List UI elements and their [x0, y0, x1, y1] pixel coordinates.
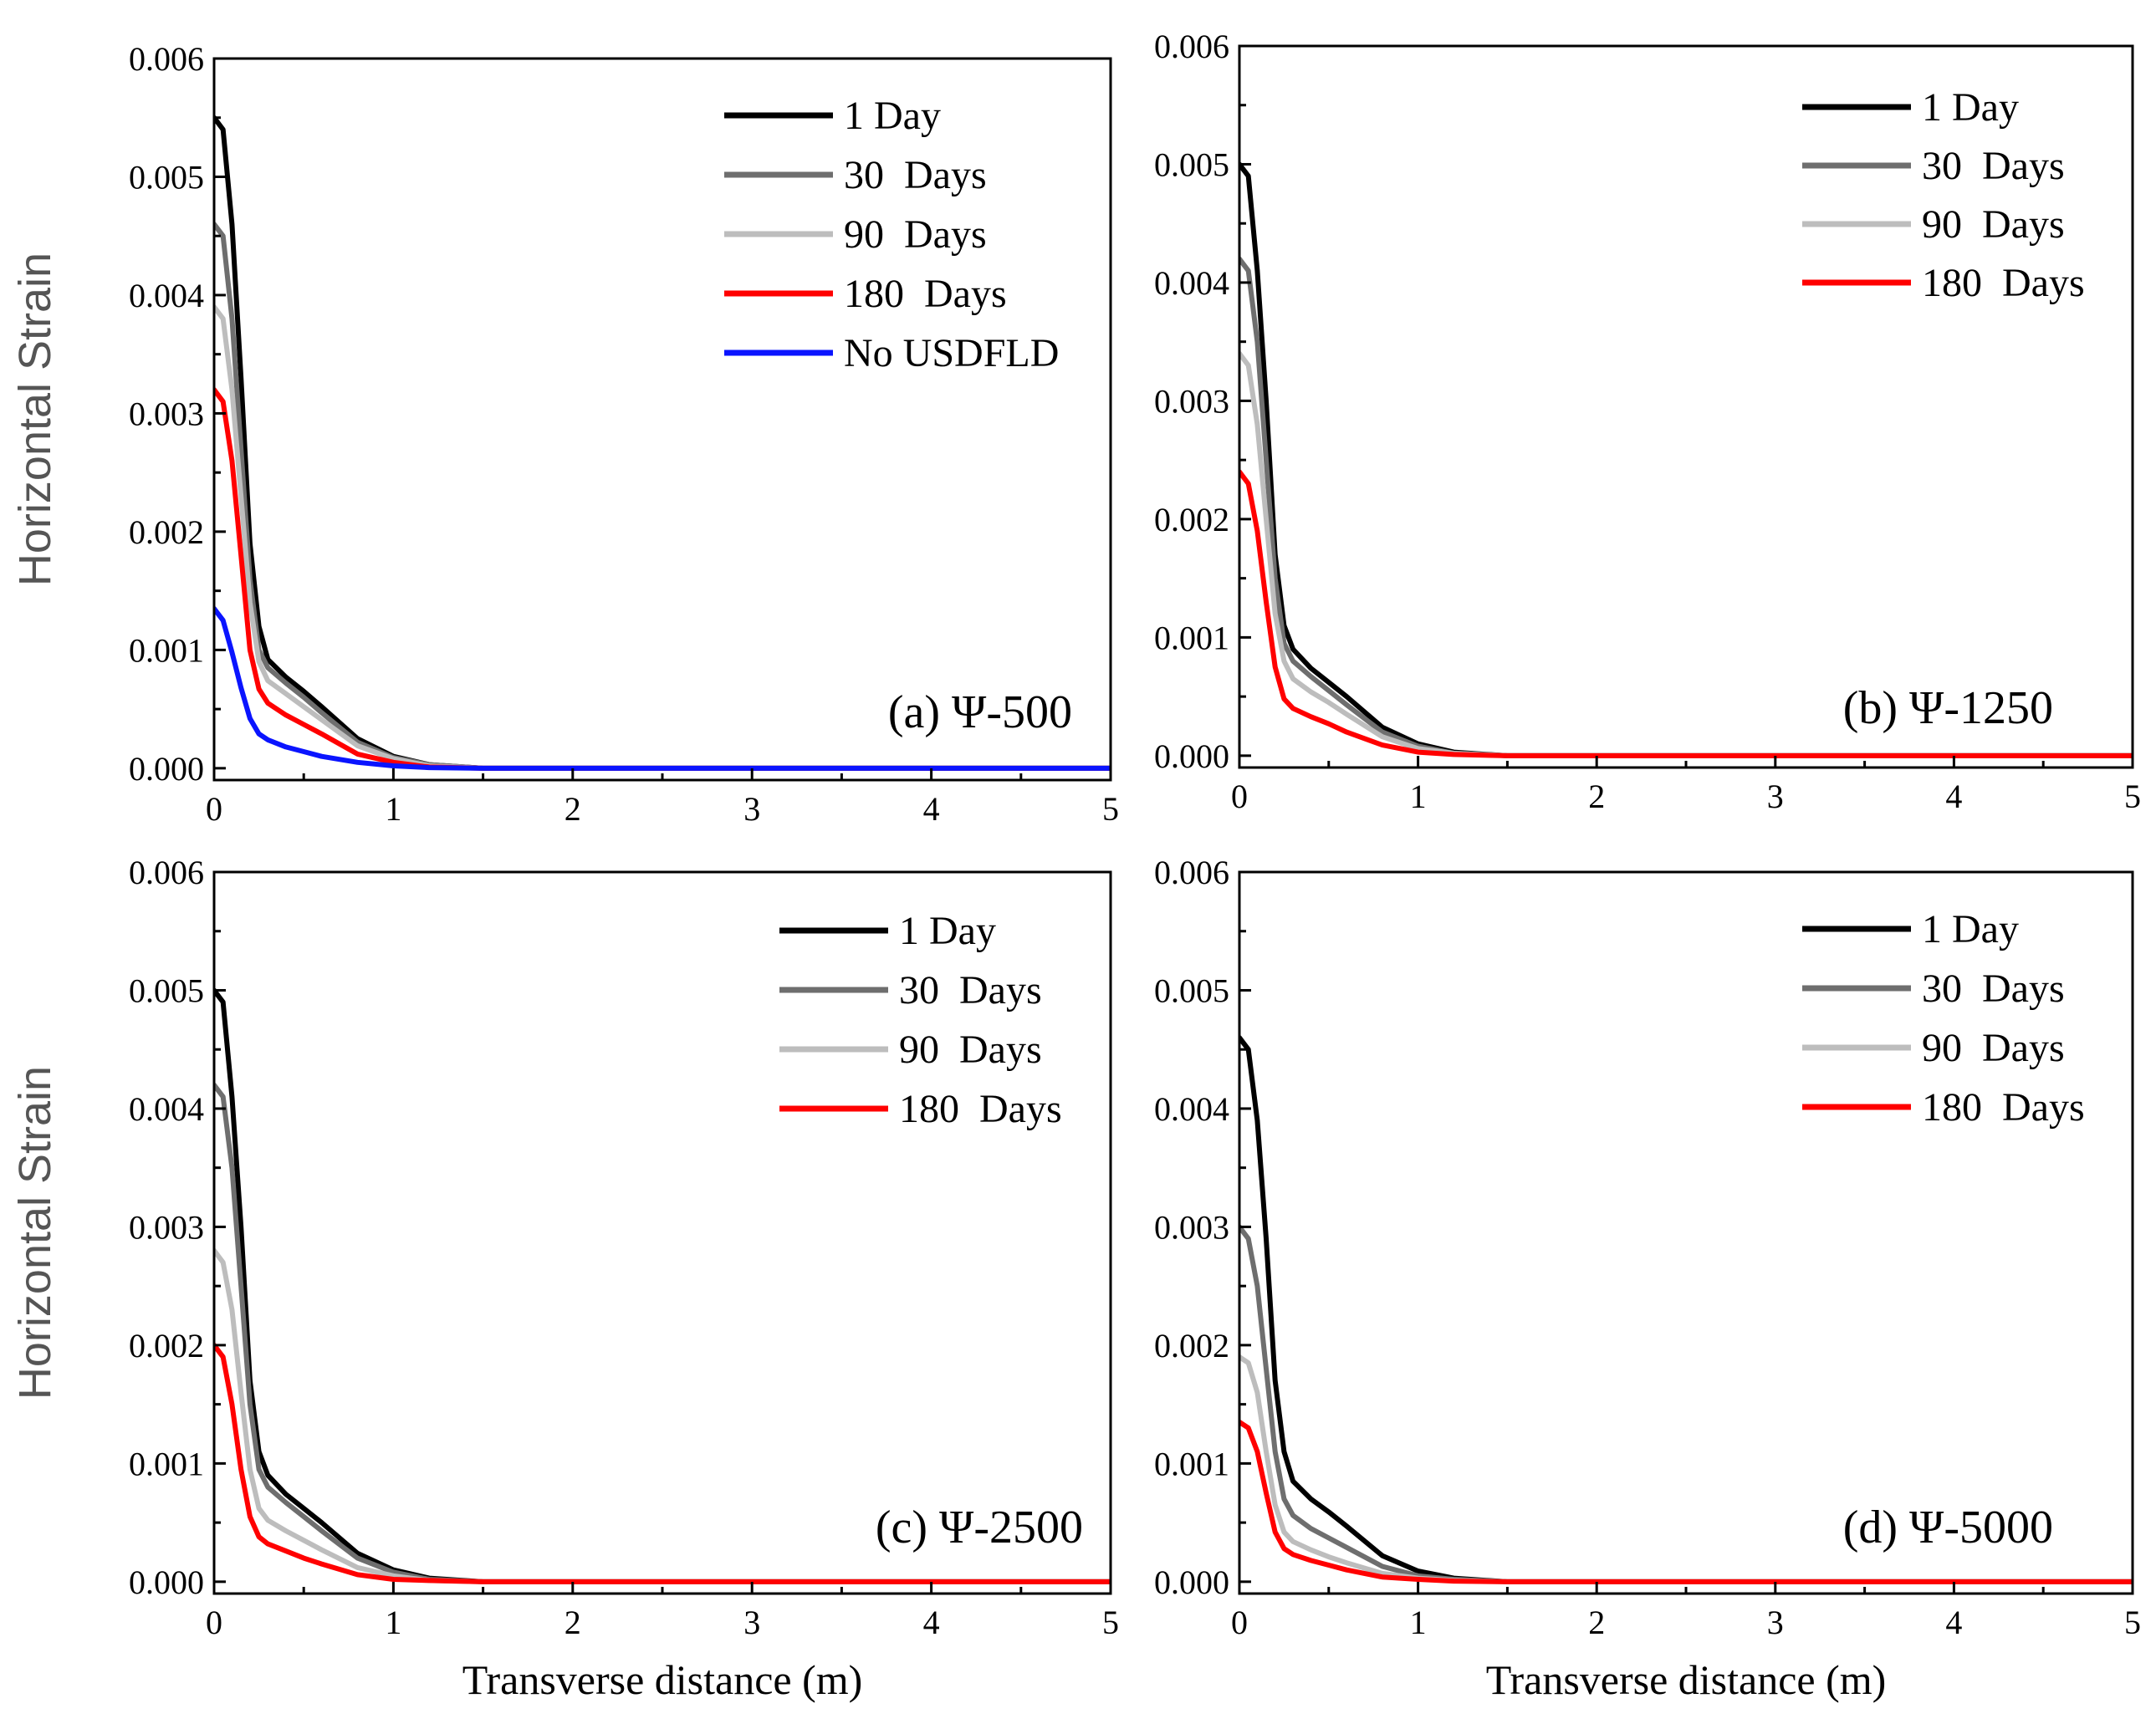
y-tick-label: 0.000 [129, 1563, 204, 1601]
y-tick-label: 0.002 [1154, 501, 1229, 538]
y-tick-label: 0.002 [129, 1327, 204, 1364]
legend: 1 Day 30 Days 90 Days 180 Days No USDFLD [724, 94, 1059, 375]
y-tick-label: 0.006 [129, 40, 204, 78]
legend-entry: 1 Day [899, 909, 996, 953]
series-line-30-days [1239, 256, 2133, 758]
legend-entry: 30 Days [1922, 144, 2065, 188]
x-tick-label: 3 [1767, 778, 1784, 815]
panel-label: (c) Ψ-2500 [876, 1502, 1083, 1553]
x-tick-label: 4 [1945, 1604, 1962, 1641]
legend: 1 Day 30 Days 90 Days 180 Days [1802, 85, 2085, 305]
y-tick-label: 0.006 [1154, 854, 1229, 891]
series-group [214, 115, 1111, 771]
y-axis-label: Horizontal Strain [10, 1066, 60, 1400]
series-line-180-days [214, 1342, 1111, 1584]
legend-entry: 90 Days [844, 212, 987, 257]
x-tick-label: 5 [2124, 778, 2141, 815]
x-tick-label: 0 [206, 790, 222, 828]
x-tick-label: 5 [1102, 1604, 1119, 1641]
legend-entry: 180 Days [1922, 261, 2085, 305]
series-line-1-day [1239, 161, 2133, 758]
panel-label: (b) Ψ-1250 [1843, 682, 2053, 734]
y-tick-label: 0.003 [129, 1208, 204, 1246]
chart-panel-4: 0 1 2 3 4 5 0.000 0.001 0.002 0.003 0.004 0.005 0.00… [1154, 854, 2141, 1703]
x-tick-label: 3 [1767, 1604, 1784, 1641]
legend-entry: 30 Days [899, 968, 1042, 1012]
legend-entry: 1 Day [1922, 85, 2019, 130]
x-tick-label: 0 [1231, 778, 1248, 815]
y-tick-label: 0.000 [129, 750, 204, 788]
y-tick-label: 0.006 [129, 854, 204, 891]
x-tick-label: 2 [565, 1604, 581, 1641]
legend-entry: 30 Days [844, 153, 987, 197]
y-axis-label: Horizontal Strain [10, 252, 60, 586]
y-tick-label: 0.001 [129, 631, 204, 669]
y-tick-label: 0.005 [129, 158, 204, 196]
x-axis-label: Transverse distance (m) [462, 1656, 863, 1703]
series-line-no-usdfld [214, 605, 1111, 771]
x-tick-label: 5 [2124, 1604, 2141, 1641]
y-tick-label: 0.002 [129, 513, 204, 551]
y-tick-label: 0.001 [1154, 619, 1229, 656]
series-group [214, 987, 1111, 1584]
x-tick-label: 2 [1588, 778, 1605, 815]
y-tick-label: 0.004 [129, 277, 204, 314]
panel-label: (a) Ψ-500 [888, 686, 1072, 738]
x-tick-label: 1 [1410, 1604, 1427, 1641]
series-group [1239, 1035, 2133, 1584]
legend-entry: 180 Days [1922, 1085, 2085, 1130]
legend: 1 Day 30 Days 90 Days 180 Days [1802, 907, 2085, 1130]
y-tick-label: 0.004 [129, 1090, 204, 1128]
legend-entry: 180 Days [899, 1087, 1062, 1131]
legend-entry: 90 Days [1922, 202, 2065, 247]
y-tick-label: 0.003 [1154, 382, 1229, 420]
x-tick-label: 0 [206, 1604, 222, 1641]
x-tick-label: 1 [385, 790, 401, 828]
x-axis-label: Transverse distance (m) [1486, 1656, 1887, 1703]
legend-entry: 30 Days [1922, 967, 2065, 1011]
series-group [1239, 161, 2133, 758]
y-tick-label: 0.003 [1154, 1208, 1229, 1246]
series-line-1-day [214, 987, 1111, 1584]
series-line-180-days [1239, 1419, 2133, 1584]
y-tick-label: 0.001 [129, 1445, 204, 1482]
panel-label: (d) Ψ-5000 [1843, 1502, 2053, 1553]
chart-panel-3: 0 1 2 3 4 5 0.000 0.001 0.002 0.003 0.004 0.005 0.00… [10, 854, 1119, 1703]
legend-entry: 1 Day [844, 94, 941, 138]
y-tick-label: 0.004 [1154, 264, 1229, 302]
y-tick-label: 0.004 [1154, 1090, 1229, 1128]
legend-entry: No USDFLD [844, 331, 1059, 375]
y-tick-label: 0.003 [129, 395, 204, 432]
x-tick-label: 3 [743, 790, 760, 828]
x-tick-label: 1 [385, 1604, 401, 1641]
series-line-180-days [1239, 469, 2133, 758]
chart-panel-2: 0 1 2 3 4 5 0.000 0.001 0.002 0.003 0.004 0.005 0.00… [1154, 28, 2141, 815]
y-tick-label: 0.002 [1154, 1327, 1229, 1364]
y-tick-label: 0.005 [1154, 972, 1229, 1009]
x-tick-label: 5 [1102, 790, 1119, 828]
y-tick-label: 0.006 [1154, 28, 1229, 65]
y-tick-label: 0.005 [129, 972, 204, 1009]
y-tick-label: 0.005 [1154, 145, 1229, 183]
chart-panel-1: 0 1 2 3 4 5 0.000 0.001 0.002 0.003 0.004 0.005 0.00… [10, 40, 1119, 828]
x-tick-label: 4 [923, 790, 940, 828]
legend-entry: 90 Days [899, 1028, 1042, 1072]
legend-entry: 180 Days [844, 272, 1007, 316]
x-tick-label: 2 [1588, 1604, 1605, 1641]
x-tick-label: 1 [1410, 778, 1427, 815]
x-tick-label: 4 [1945, 778, 1962, 815]
x-tick-label: 4 [923, 1604, 940, 1641]
y-tick-label: 0.000 [1154, 737, 1229, 775]
legend-entry: 90 Days [1922, 1026, 2065, 1070]
legend: 1 Day 30 Days 90 Days 180 Days [779, 909, 1062, 1131]
x-tick-label: 3 [743, 1604, 760, 1641]
legend-entry: 1 Day [1922, 907, 2019, 951]
y-tick-label: 0.001 [1154, 1445, 1229, 1482]
x-tick-label: 0 [1231, 1604, 1248, 1641]
x-tick-label: 2 [565, 790, 581, 828]
y-tick-label: 0.000 [1154, 1563, 1229, 1601]
